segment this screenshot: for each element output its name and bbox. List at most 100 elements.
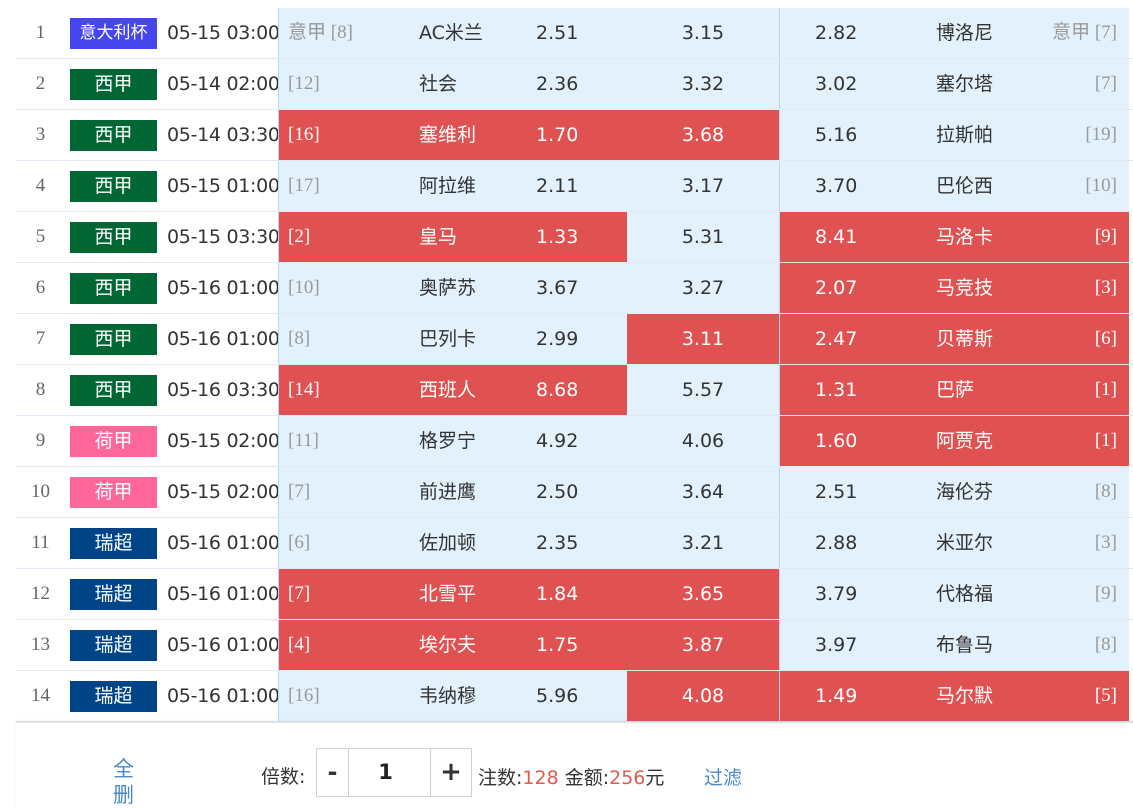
- draw-option[interactable]: 5.31: [627, 212, 780, 262]
- home-odds: 1.75: [536, 634, 579, 656]
- match-row: 10 荷甲 05-15 02:00 [7] 前进鹰 2.50 3.64 2.51 海伦芬 [8]: [16, 467, 1133, 518]
- home-team: 阿拉维: [419, 175, 477, 197]
- away-rank: [8]: [1094, 634, 1117, 655]
- match-number: 13: [31, 634, 50, 655]
- plus-button[interactable]: +: [430, 749, 471, 796]
- home-rank: [8]: [288, 328, 311, 349]
- away-win-option[interactable]: 5.16 拉斯帕 [19]: [780, 110, 1129, 160]
- home-win-option[interactable]: [2] 皇马 1.33: [278, 212, 628, 262]
- away-odds: 2.51: [815, 481, 858, 503]
- draw-option[interactable]: 4.06: [627, 416, 780, 466]
- away-odds: 2.07: [815, 277, 858, 299]
- home-win-option[interactable]: [14] 西班人 8.68: [278, 365, 628, 415]
- home-odds: 1.70: [536, 124, 579, 146]
- draw-option[interactable]: 3.15: [627, 8, 780, 58]
- draw-odds: 4.06: [681, 430, 725, 452]
- league-badge: 荷甲: [70, 477, 157, 508]
- draw-option[interactable]: 3.21: [627, 518, 780, 568]
- away-win-option[interactable]: 3.97 布鲁马 [8]: [780, 620, 1129, 670]
- away-win-option[interactable]: 2.07 马竞技 [3]: [780, 263, 1129, 313]
- home-win-option[interactable]: [16] 塞维利 1.70: [278, 110, 628, 160]
- home-team: 佐加顿: [419, 532, 477, 554]
- home-win-option[interactable]: [8] 巴列卡 2.99: [278, 314, 628, 364]
- home-win-option[interactable]: [12] 社会 2.36: [278, 59, 628, 109]
- draw-odds: 3.11: [681, 328, 725, 350]
- filter-link[interactable]: 过滤: [704, 767, 743, 789]
- draw-option[interactable]: 3.68: [627, 110, 780, 160]
- away-win-option[interactable]: 1.60 阿贾克 [1]: [780, 416, 1129, 466]
- away-team: 马竞技: [936, 277, 994, 299]
- home-win-option[interactable]: [6] 佐加顿 2.35: [278, 518, 628, 568]
- draw-option[interactable]: 3.11: [627, 314, 780, 364]
- home-team: 韦纳穆: [419, 685, 477, 707]
- away-win-option[interactable]: 8.41 马洛卡 [9]: [780, 212, 1129, 262]
- home-team: 社会: [419, 73, 458, 95]
- away-win-option[interactable]: 3.79 代格福 [9]: [780, 569, 1129, 619]
- home-win-option[interactable]: [4] 埃尔夫 1.75: [278, 620, 628, 670]
- home-win-option[interactable]: [17] 阿拉维 2.11: [278, 161, 628, 211]
- home-team: 奥萨苏: [419, 277, 477, 299]
- match-row: 14 瑞超 05-16 01:00 [16] 韦纳穆 5.96 4.08 1.49 马尔默 [5]: [16, 671, 1133, 722]
- draw-odds: 3.65: [681, 583, 725, 605]
- league-badge: 瑞超: [70, 630, 157, 661]
- draw-option[interactable]: 3.27: [627, 263, 780, 313]
- away-odds: 2.88: [815, 532, 858, 554]
- draw-option[interactable]: 3.64: [627, 467, 780, 517]
- draw-option[interactable]: 5.57: [627, 365, 780, 415]
- away-win-option[interactable]: 2.51 海伦芬 [8]: [780, 467, 1129, 517]
- multiplier-input[interactable]: [349, 749, 422, 796]
- home-odds: 2.50: [536, 481, 579, 503]
- minus-button[interactable]: -: [317, 749, 349, 796]
- home-win-option[interactable]: 意甲 [8] AC米兰 2.51: [278, 8, 628, 58]
- away-win-option[interactable]: 1.31 巴萨 [1]: [780, 365, 1129, 415]
- home-rank: [2]: [288, 226, 311, 247]
- away-odds: 1.60: [815, 430, 858, 452]
- away-odds: 3.79: [815, 583, 858, 605]
- match-row: 11 瑞超 05-16 01:00 [6] 佐加顿 2.35 3.21 2.88 米亚尔 [3]: [16, 518, 1133, 569]
- away-odds: 1.49: [815, 685, 858, 707]
- away-win-option[interactable]: 3.02 塞尔塔 [7]: [780, 59, 1129, 109]
- away-win-option[interactable]: 2.82 博洛尼 意甲 [7]: [780, 8, 1129, 58]
- draw-odds: 3.15: [681, 22, 725, 44]
- league-badge: 西甲: [70, 171, 157, 202]
- away-team: 巴萨: [936, 379, 975, 401]
- home-rank: 意甲 [8]: [288, 22, 353, 43]
- home-win-option[interactable]: [7] 北雪平 1.84: [278, 569, 628, 619]
- away-team: 海伦芬: [936, 481, 994, 503]
- match-number: 3: [35, 124, 46, 145]
- match-row: 8 西甲 05-16 03:30 [14] 西班人 8.68 5.57 1.31 巴萨 [1]: [16, 365, 1133, 416]
- away-win-option[interactable]: 2.88 米亚尔 [3]: [780, 518, 1129, 568]
- multiplier-stepper: - +: [316, 748, 472, 797]
- match-time: 05-16 01:00: [167, 532, 280, 554]
- away-rank: [19]: [1085, 124, 1117, 145]
- clear-all-button[interactable]: 全删: [113, 757, 134, 807]
- away-odds: 3.70: [815, 175, 858, 197]
- match-row: 4 西甲 05-15 01:00 [17] 阿拉维 2.11 3.17 3.70 巴伦西 [10]: [16, 161, 1133, 212]
- amount-value: 256: [609, 767, 646, 789]
- away-team: 贝蒂斯: [936, 328, 994, 350]
- match-row: 5 西甲 05-15 03:30 [2] 皇马 1.33 5.31 8.41 马洛卡 [9]: [16, 212, 1133, 263]
- away-odds: 1.31: [815, 379, 858, 401]
- draw-option[interactable]: 4.08: [627, 671, 780, 721]
- home-odds: 5.96: [536, 685, 579, 707]
- away-win-option[interactable]: 1.49 马尔默 [5]: [780, 671, 1129, 721]
- away-team: 代格福: [936, 583, 994, 605]
- home-win-option[interactable]: [7] 前进鹰 2.50: [278, 467, 628, 517]
- away-rank: [3]: [1094, 277, 1117, 298]
- draw-option[interactable]: 3.32: [627, 59, 780, 109]
- away-win-option[interactable]: 2.47 贝蒂斯 [6]: [780, 314, 1129, 364]
- away-odds: 2.82: [815, 22, 858, 44]
- home-win-option[interactable]: [16] 韦纳穆 5.96: [278, 671, 628, 721]
- home-win-option[interactable]: [11] 格罗宁 4.92: [278, 416, 628, 466]
- draw-option[interactable]: 3.65: [627, 569, 780, 619]
- bets-count: 128: [522, 767, 559, 789]
- draw-option[interactable]: 3.17: [627, 161, 780, 211]
- draw-odds: 5.31: [681, 226, 725, 248]
- away-win-option[interactable]: 3.70 巴伦西 [10]: [780, 161, 1129, 211]
- away-team: 马尔默: [936, 685, 994, 707]
- home-team: 巴列卡: [419, 328, 477, 350]
- league-badge: 瑞超: [70, 681, 157, 712]
- home-win-option[interactable]: [10] 奥萨苏 3.67: [278, 263, 628, 313]
- draw-option[interactable]: 3.87: [627, 620, 780, 670]
- draw-odds: 4.08: [681, 685, 725, 707]
